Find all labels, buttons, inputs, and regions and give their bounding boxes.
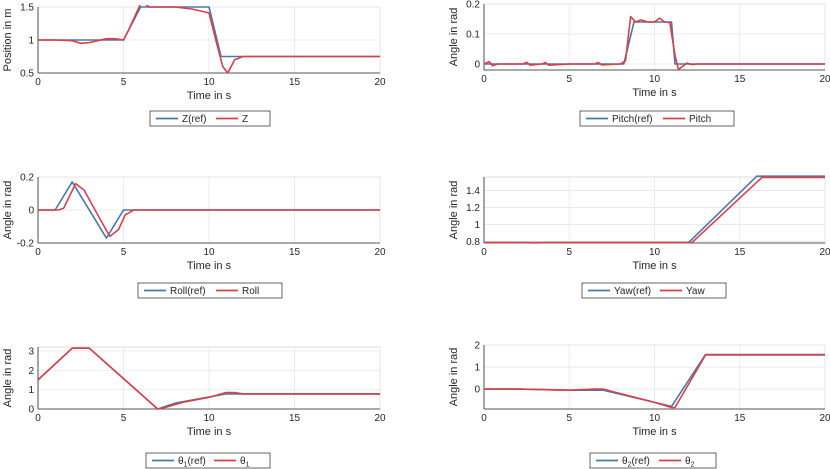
- y-tick-label: 1: [28, 36, 34, 47]
- x-tick-label: 10: [649, 247, 661, 258]
- x-tick-label: 0: [481, 413, 487, 424]
- legend-entry-theta2: θ2: [685, 456, 695, 469]
- legend-box: [145, 452, 271, 469]
- x-tick-label: 0: [35, 413, 41, 424]
- x-tick-label: 5: [121, 413, 127, 424]
- x-axis-label: Time in s: [632, 426, 677, 438]
- legend-entry-Yaw(ref): Yaw(ref): [614, 286, 651, 297]
- y-tick-label: 0.5: [20, 69, 34, 80]
- y-tick-label: 1.5: [20, 3, 34, 14]
- y-tick-label: 2: [28, 366, 34, 377]
- y-tick-label: 0.8: [466, 237, 480, 248]
- legend-entry-theta2-ref: θ2(ref): [622, 456, 650, 469]
- legend-entry-Z: Z: [242, 114, 248, 125]
- y-axis-label: Angle in rad: [448, 348, 460, 407]
- x-axis-label: Time in s: [632, 260, 677, 272]
- x-tick-label: 0: [481, 74, 487, 85]
- legend-box: [149, 110, 271, 127]
- x-axis-label: Time in s: [187, 90, 232, 102]
- x-tick-label: 20: [819, 247, 830, 258]
- chart-panel-2: 0 5 10 15 20 0 0.1 0.2 Time in s Angle in rad Pitc…: [448, 0, 830, 127]
- series-line-Z: [38, 5, 380, 74]
- series-line-theta1: [38, 347, 380, 410]
- x-axis-label: Time in s: [632, 87, 677, 99]
- x-tick-label: 10: [649, 413, 661, 424]
- x-tick-label: 15: [734, 74, 746, 85]
- x-tick-label: 20: [374, 247, 386, 258]
- x-tick-label: 20: [374, 413, 386, 424]
- x-tick-label: 10: [203, 77, 215, 88]
- legend: Yaw(ref) Yaw: [581, 282, 727, 299]
- y-tick-label: 1: [474, 220, 480, 231]
- x-tick-label: 5: [566, 413, 572, 424]
- legend-entry-Roll(ref): Roll(ref): [170, 286, 206, 297]
- chart-panel-1: 0 5 10 15 20 0.5 1 1.5 Time in s Position in m Z(r…: [2, 3, 386, 127]
- x-tick-label: 20: [819, 74, 830, 85]
- y-tick-label: -0.2: [17, 239, 35, 250]
- y-tick-label: 0.2: [20, 173, 34, 184]
- y-axis-label: Angle in rad: [448, 8, 460, 67]
- x-tick-label: 15: [289, 247, 301, 258]
- legend-entry-Z(ref): Z(ref): [182, 114, 206, 125]
- y-tick-label: 2: [474, 341, 480, 352]
- y-axis-label: Angle in rad: [2, 349, 14, 408]
- y-axis-label: Position in m: [2, 9, 14, 72]
- x-tick-label: 20: [374, 77, 386, 88]
- chart-panel-4: 0 5 10 15 20 0.8 1 1.2 1.4 Time in s Angle in rad Y…: [448, 175, 830, 299]
- y-axis-label: Angle in rad: [2, 181, 14, 240]
- legend: Roll(ref) Roll: [137, 282, 283, 299]
- legend-entry-Yaw: Yaw: [686, 286, 705, 297]
- legend: θ2(ref) θ2: [589, 452, 717, 469]
- legend-box: [581, 282, 727, 299]
- legend-box: [579, 110, 735, 127]
- legend-entry-theta1: θ1: [240, 456, 250, 469]
- y-tick-label: 0: [28, 206, 34, 217]
- y-axis-label: Angle in rad: [448, 181, 460, 240]
- x-tick-label: 0: [35, 77, 41, 88]
- x-tick-label: 10: [203, 247, 215, 258]
- legend: θ1(ref) θ1: [145, 452, 271, 469]
- y-tick-label: 3: [28, 346, 34, 357]
- legend-entry-Roll: Roll: [242, 286, 259, 297]
- x-tick-label: 5: [566, 247, 572, 258]
- y-tick-label: 1: [28, 385, 34, 396]
- x-tick-label: 10: [649, 74, 661, 85]
- x-tick-label: 15: [289, 413, 301, 424]
- legend-entry-Pitch(ref): Pitch(ref): [612, 114, 653, 125]
- series-line-Roll: [38, 182, 380, 238]
- x-tick-label: 0: [481, 247, 487, 258]
- x-tick-label: 15: [734, 413, 746, 424]
- x-axis-label: Time in s: [187, 426, 232, 438]
- x-tick-label: 5: [566, 74, 572, 85]
- chart-panel-5: 0 5 10 15 20 0 1 2 3 Time in s Angle in rad θ1(ref)…: [2, 346, 386, 468]
- x-tick-label: 15: [734, 247, 746, 258]
- legend-entry-theta1-ref: θ1(ref): [178, 456, 206, 469]
- legend-box: [137, 282, 283, 299]
- x-tick-label: 5: [121, 77, 127, 88]
- y-tick-label: 0: [28, 405, 34, 416]
- x-tick-label: 5: [121, 247, 127, 258]
- series-line-theta2: [484, 354, 825, 409]
- series-line-Yaw: [484, 176, 825, 244]
- legend-box: [589, 452, 717, 469]
- y-tick-label: 1: [474, 363, 480, 374]
- y-tick-label: 0: [474, 385, 480, 396]
- y-tick-label: 1.2: [466, 203, 480, 214]
- y-tick-label: 0: [474, 60, 480, 71]
- x-tick-label: 10: [203, 413, 215, 424]
- y-tick-label: 0.2: [466, 0, 480, 11]
- legend: Pitch(ref) Pitch: [579, 110, 735, 127]
- x-tick-label: 20: [819, 413, 830, 424]
- series-line-Pitch: [484, 15, 825, 71]
- y-tick-label: 0.1: [466, 30, 480, 41]
- x-axis-label: Time in s: [187, 260, 232, 272]
- y-tick-label: 1.4: [466, 186, 480, 197]
- legend-entry-Pitch: Pitch: [689, 114, 711, 125]
- legend: Z(ref) Z: [149, 110, 271, 127]
- x-tick-label: 15: [289, 77, 301, 88]
- x-tick-label: 0: [35, 247, 41, 258]
